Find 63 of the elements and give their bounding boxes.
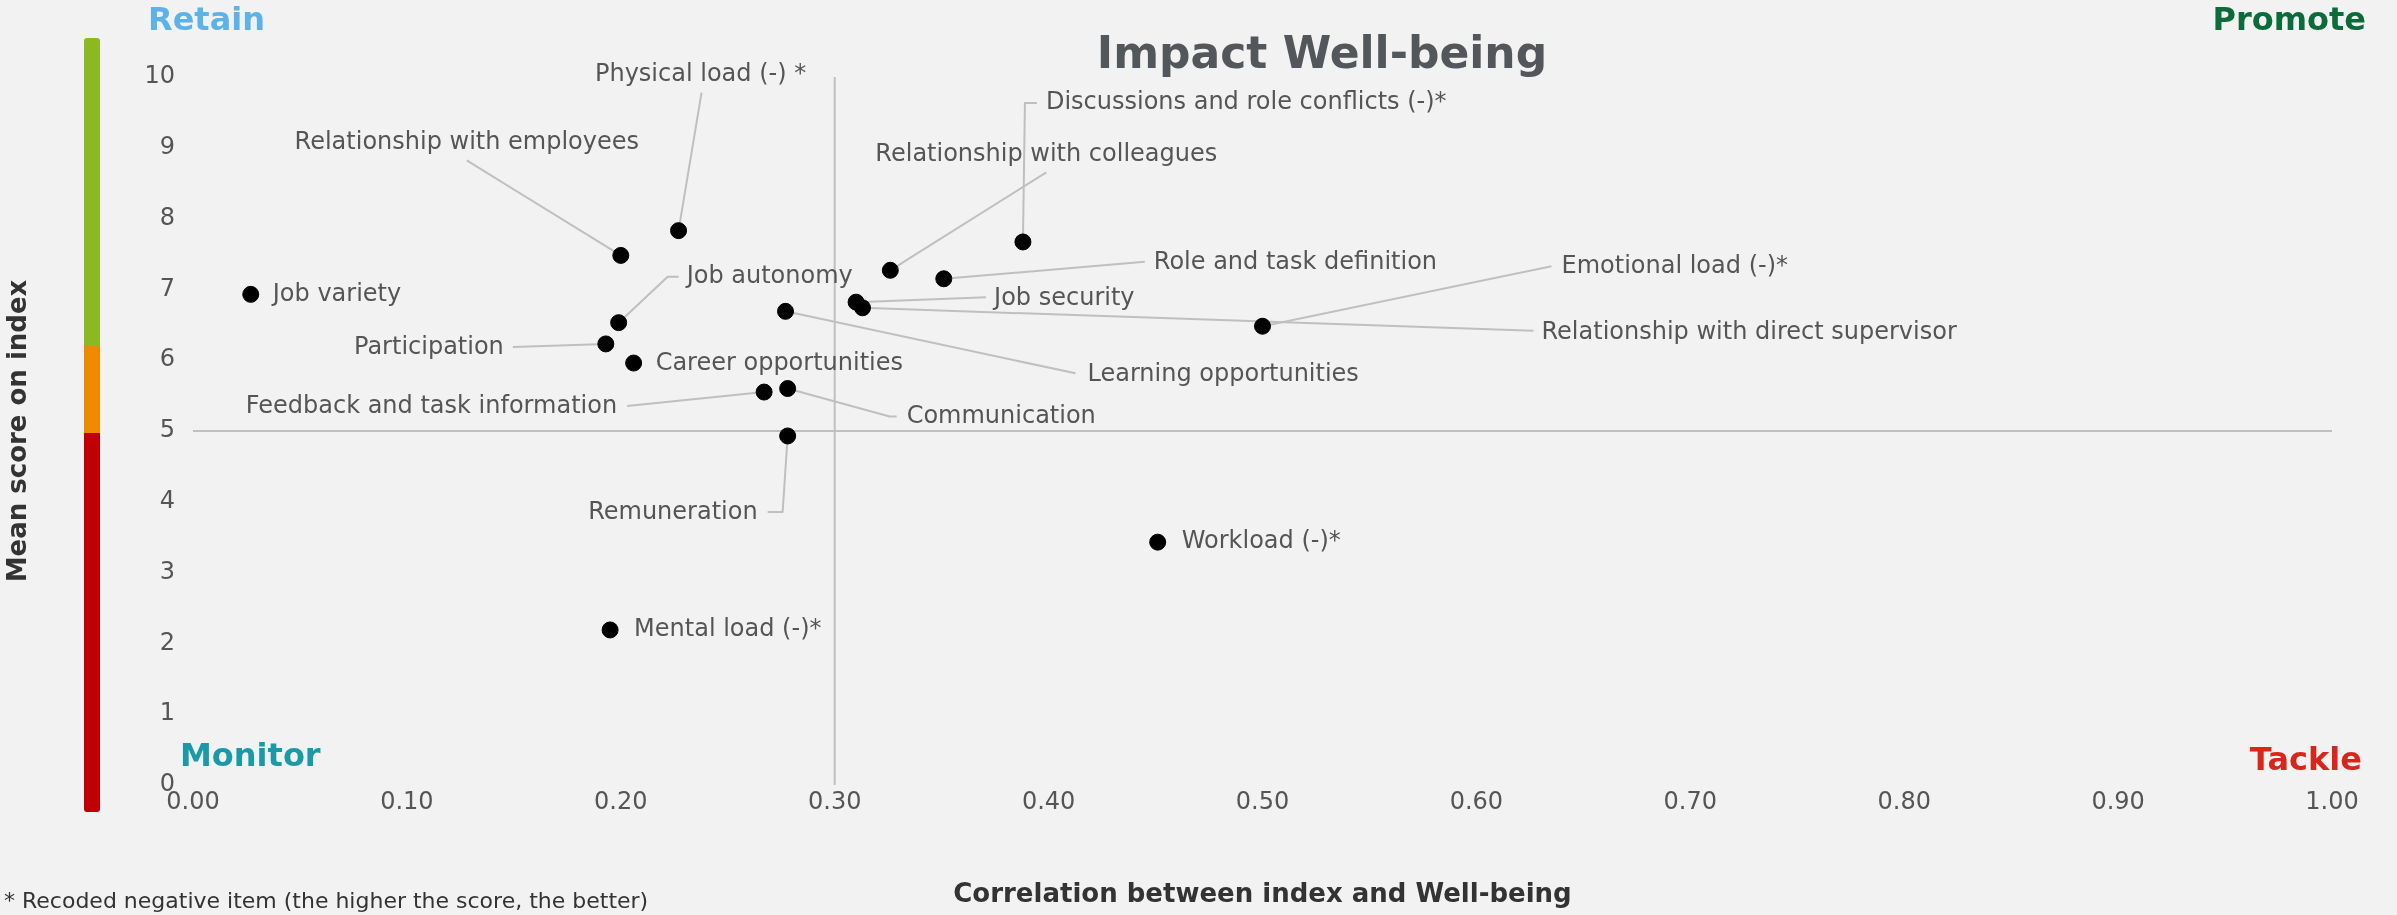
point — [670, 222, 688, 240]
y-tick-label: 7 — [159, 273, 175, 302]
point — [755, 383, 773, 401]
y-tick-label: 6 — [159, 344, 175, 373]
point — [601, 621, 619, 639]
y-tick-label: 5 — [159, 415, 175, 444]
point — [777, 302, 794, 320]
annotation: Relationship with colleagues — [875, 138, 1218, 167]
annotation: Emotional load (-)* — [1561, 251, 1789, 280]
annotation: Feedback and task information — [245, 391, 618, 420]
y-tick-label: 4 — [159, 486, 175, 515]
annotation: Job autonomy — [684, 260, 853, 289]
point — [854, 299, 872, 317]
x-tick-label: 0.20 — [594, 786, 648, 815]
point — [625, 354, 643, 372]
point — [242, 285, 260, 303]
point — [1254, 317, 1271, 335]
annotation: Job variety — [270, 278, 402, 307]
y-axis-title: Mean score on index — [2, 279, 33, 583]
x-tick-label: 0.60 — [1449, 786, 1504, 815]
y-tick-label: 10 — [144, 61, 175, 90]
annotation: Learning opportunities — [1087, 358, 1359, 387]
chart-title: Impact Well-being — [1096, 27, 1548, 79]
x-tick-label: 0.10 — [380, 786, 434, 815]
annotation: Job security — [992, 283, 1135, 312]
annotation: Remuneration — [588, 497, 758, 526]
y-tick-label: 1 — [159, 698, 175, 727]
annotation: Role and task definition — [1153, 247, 1438, 276]
text: Retain — [148, 0, 265, 39]
x-axis-title: Correlation between index and Well-being — [953, 878, 1572, 909]
annotation: Physical load (-) * — [594, 58, 807, 87]
annotation: Participation — [354, 332, 504, 361]
point — [610, 314, 628, 332]
point — [935, 270, 953, 288]
point — [881, 261, 899, 279]
annotation: Communication — [906, 400, 1096, 429]
annotation: Discussions and role conflicts (-)* — [1045, 87, 1447, 116]
y-tick-label: 8 — [159, 202, 175, 231]
annotation: Workload (-)* — [1181, 526, 1341, 555]
text: * Recoded negative item (the higher the score, the better) — [4, 887, 649, 913]
y-tick-label: 2 — [159, 627, 175, 656]
annotation: Career opportunities — [655, 348, 904, 377]
y-tick-label: 3 — [159, 556, 175, 585]
text: Promote — [2212, 0, 2366, 39]
point — [779, 427, 797, 445]
x-tick-label: 1.00 — [2305, 786, 2359, 815]
x-tick-label: 0.30 — [807, 786, 862, 815]
annotation: Relationship with direct supervisor — [1541, 317, 1957, 346]
x-tick-label: 0.70 — [1663, 786, 1718, 815]
point — [1149, 533, 1167, 551]
y-tick-label: 9 — [159, 132, 175, 161]
point — [1014, 233, 1032, 251]
point — [779, 380, 797, 398]
point — [597, 335, 615, 353]
x-tick-label: 0.50 — [1235, 786, 1290, 815]
annotation: Mental load (-)* — [634, 614, 822, 643]
annotation: Monitor — [180, 736, 321, 775]
point — [612, 246, 630, 264]
x-tick-label: 0.80 — [1877, 786, 1931, 815]
x-tick-label: 0.40 — [1021, 786, 1076, 815]
annotation: Relationship with employees — [294, 126, 640, 155]
annotation: Tackle — [2249, 740, 2362, 779]
x-tick-label: 0.90 — [2091, 786, 2145, 815]
